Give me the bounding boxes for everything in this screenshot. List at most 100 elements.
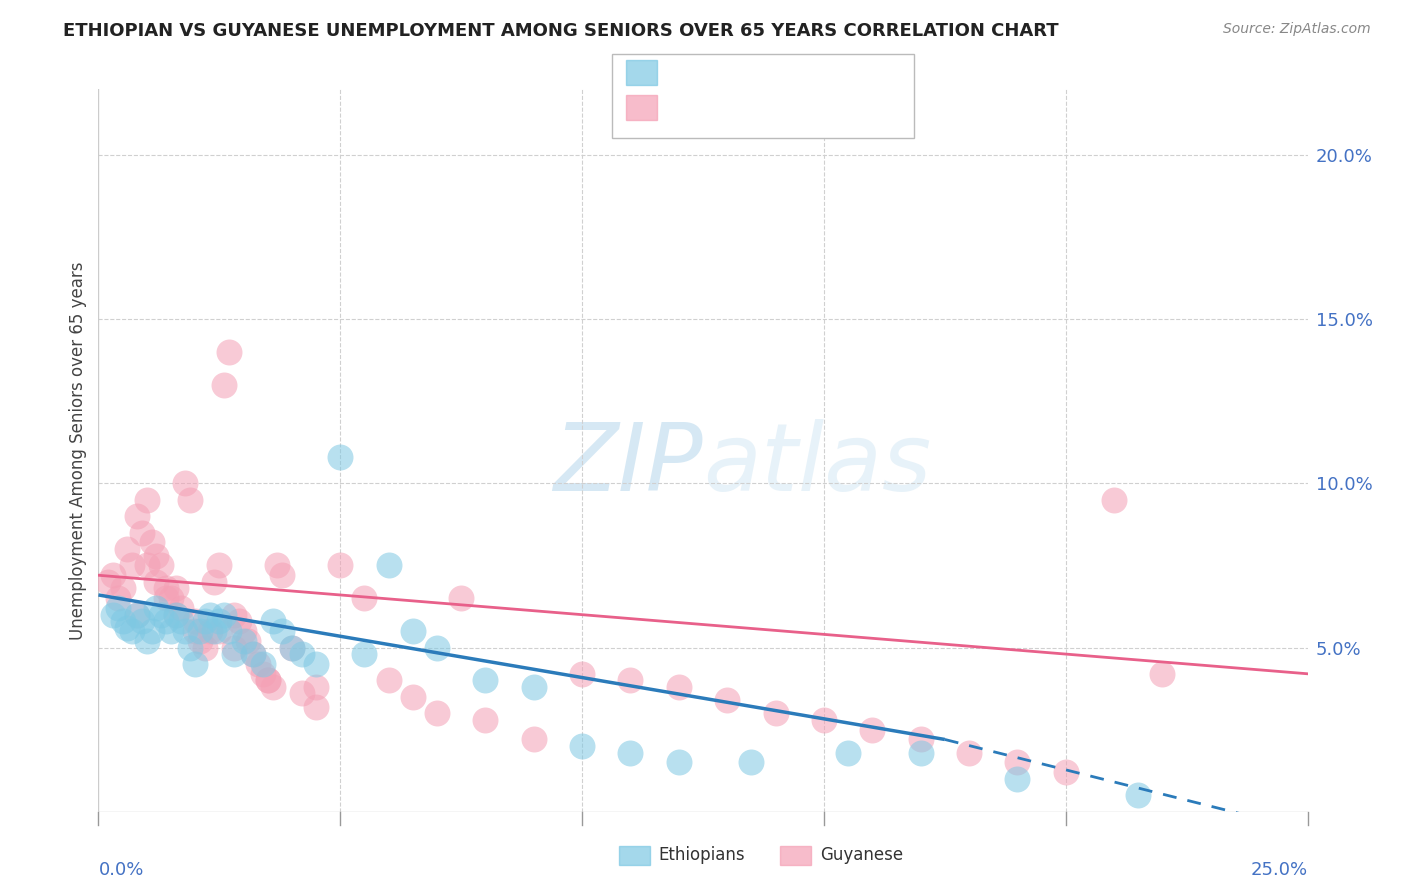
Point bbox=[252, 657, 274, 671]
Point bbox=[165, 582, 187, 596]
Point bbox=[107, 601, 129, 615]
Point bbox=[353, 647, 375, 661]
Point bbox=[290, 647, 312, 661]
Text: Guyanese: Guyanese bbox=[820, 847, 903, 864]
Point bbox=[174, 624, 197, 639]
Point bbox=[160, 591, 183, 606]
Point bbox=[1054, 765, 1077, 780]
Text: 0.0%: 0.0% bbox=[98, 861, 143, 879]
Point bbox=[290, 686, 312, 700]
Point bbox=[135, 558, 157, 573]
Point bbox=[450, 591, 472, 606]
Point bbox=[127, 607, 149, 622]
Point bbox=[198, 607, 221, 622]
Point bbox=[212, 377, 235, 392]
Point bbox=[107, 591, 129, 606]
Point bbox=[740, 756, 762, 770]
Point bbox=[131, 614, 153, 628]
Point bbox=[117, 621, 139, 635]
Point bbox=[135, 492, 157, 507]
Point bbox=[188, 624, 211, 639]
Point bbox=[1128, 789, 1150, 803]
Point bbox=[242, 647, 264, 661]
Point bbox=[1007, 756, 1029, 770]
Point bbox=[150, 558, 173, 573]
Point bbox=[619, 673, 641, 688]
Point bbox=[668, 756, 690, 770]
Text: ZIP: ZIP bbox=[554, 419, 703, 510]
Point bbox=[169, 614, 191, 628]
Text: R =: R = bbox=[671, 99, 707, 117]
Point bbox=[426, 640, 449, 655]
Point bbox=[262, 614, 284, 628]
Point bbox=[281, 640, 304, 655]
Point bbox=[329, 558, 352, 573]
Text: Ethiopians: Ethiopians bbox=[658, 847, 745, 864]
Point bbox=[256, 673, 278, 688]
Point bbox=[1007, 772, 1029, 786]
Text: 71: 71 bbox=[800, 99, 821, 117]
Point bbox=[145, 574, 167, 589]
Point bbox=[141, 535, 163, 549]
Point bbox=[174, 476, 197, 491]
Point bbox=[571, 666, 593, 681]
Point bbox=[184, 657, 207, 671]
Point bbox=[97, 574, 120, 589]
Point bbox=[111, 582, 134, 596]
Text: N =: N = bbox=[772, 63, 808, 81]
Text: Source: ZipAtlas.com: Source: ZipAtlas.com bbox=[1223, 22, 1371, 37]
Point bbox=[266, 558, 288, 573]
Point bbox=[212, 607, 235, 622]
Point bbox=[305, 699, 328, 714]
Point bbox=[131, 525, 153, 540]
Point bbox=[271, 568, 294, 582]
Point bbox=[353, 591, 375, 606]
Point bbox=[474, 673, 496, 688]
Point bbox=[238, 634, 260, 648]
Point bbox=[716, 693, 738, 707]
Point bbox=[145, 601, 167, 615]
Text: atlas: atlas bbox=[703, 419, 931, 510]
Point bbox=[242, 647, 264, 661]
Point bbox=[222, 647, 245, 661]
Point bbox=[194, 614, 217, 628]
Point bbox=[208, 558, 231, 573]
Point bbox=[910, 746, 932, 760]
Point bbox=[426, 706, 449, 721]
Point bbox=[377, 673, 399, 688]
Point bbox=[222, 640, 245, 655]
Point bbox=[141, 624, 163, 639]
Point bbox=[160, 624, 183, 639]
Point bbox=[165, 607, 187, 622]
Point bbox=[402, 690, 425, 704]
Point bbox=[571, 739, 593, 753]
Text: 49: 49 bbox=[800, 63, 821, 81]
Point bbox=[135, 634, 157, 648]
Point bbox=[281, 640, 304, 655]
Point bbox=[271, 624, 294, 639]
Point bbox=[155, 591, 177, 606]
Point bbox=[218, 345, 240, 359]
Point bbox=[329, 450, 352, 464]
Point bbox=[155, 582, 177, 596]
Text: -0.112: -0.112 bbox=[706, 99, 759, 117]
Point bbox=[188, 634, 211, 648]
Point bbox=[127, 607, 149, 622]
Point bbox=[184, 614, 207, 628]
Point bbox=[474, 713, 496, 727]
Point bbox=[957, 746, 980, 760]
Point bbox=[198, 624, 221, 639]
Point bbox=[111, 614, 134, 628]
Point bbox=[101, 607, 124, 622]
Text: R =: R = bbox=[671, 63, 707, 81]
Point bbox=[377, 558, 399, 573]
Point bbox=[169, 601, 191, 615]
Point bbox=[305, 657, 328, 671]
Point bbox=[121, 624, 143, 639]
Point bbox=[1152, 666, 1174, 681]
Text: N =: N = bbox=[772, 99, 808, 117]
Point bbox=[204, 624, 226, 639]
Point bbox=[204, 574, 226, 589]
Point bbox=[150, 607, 173, 622]
Point bbox=[232, 624, 254, 639]
